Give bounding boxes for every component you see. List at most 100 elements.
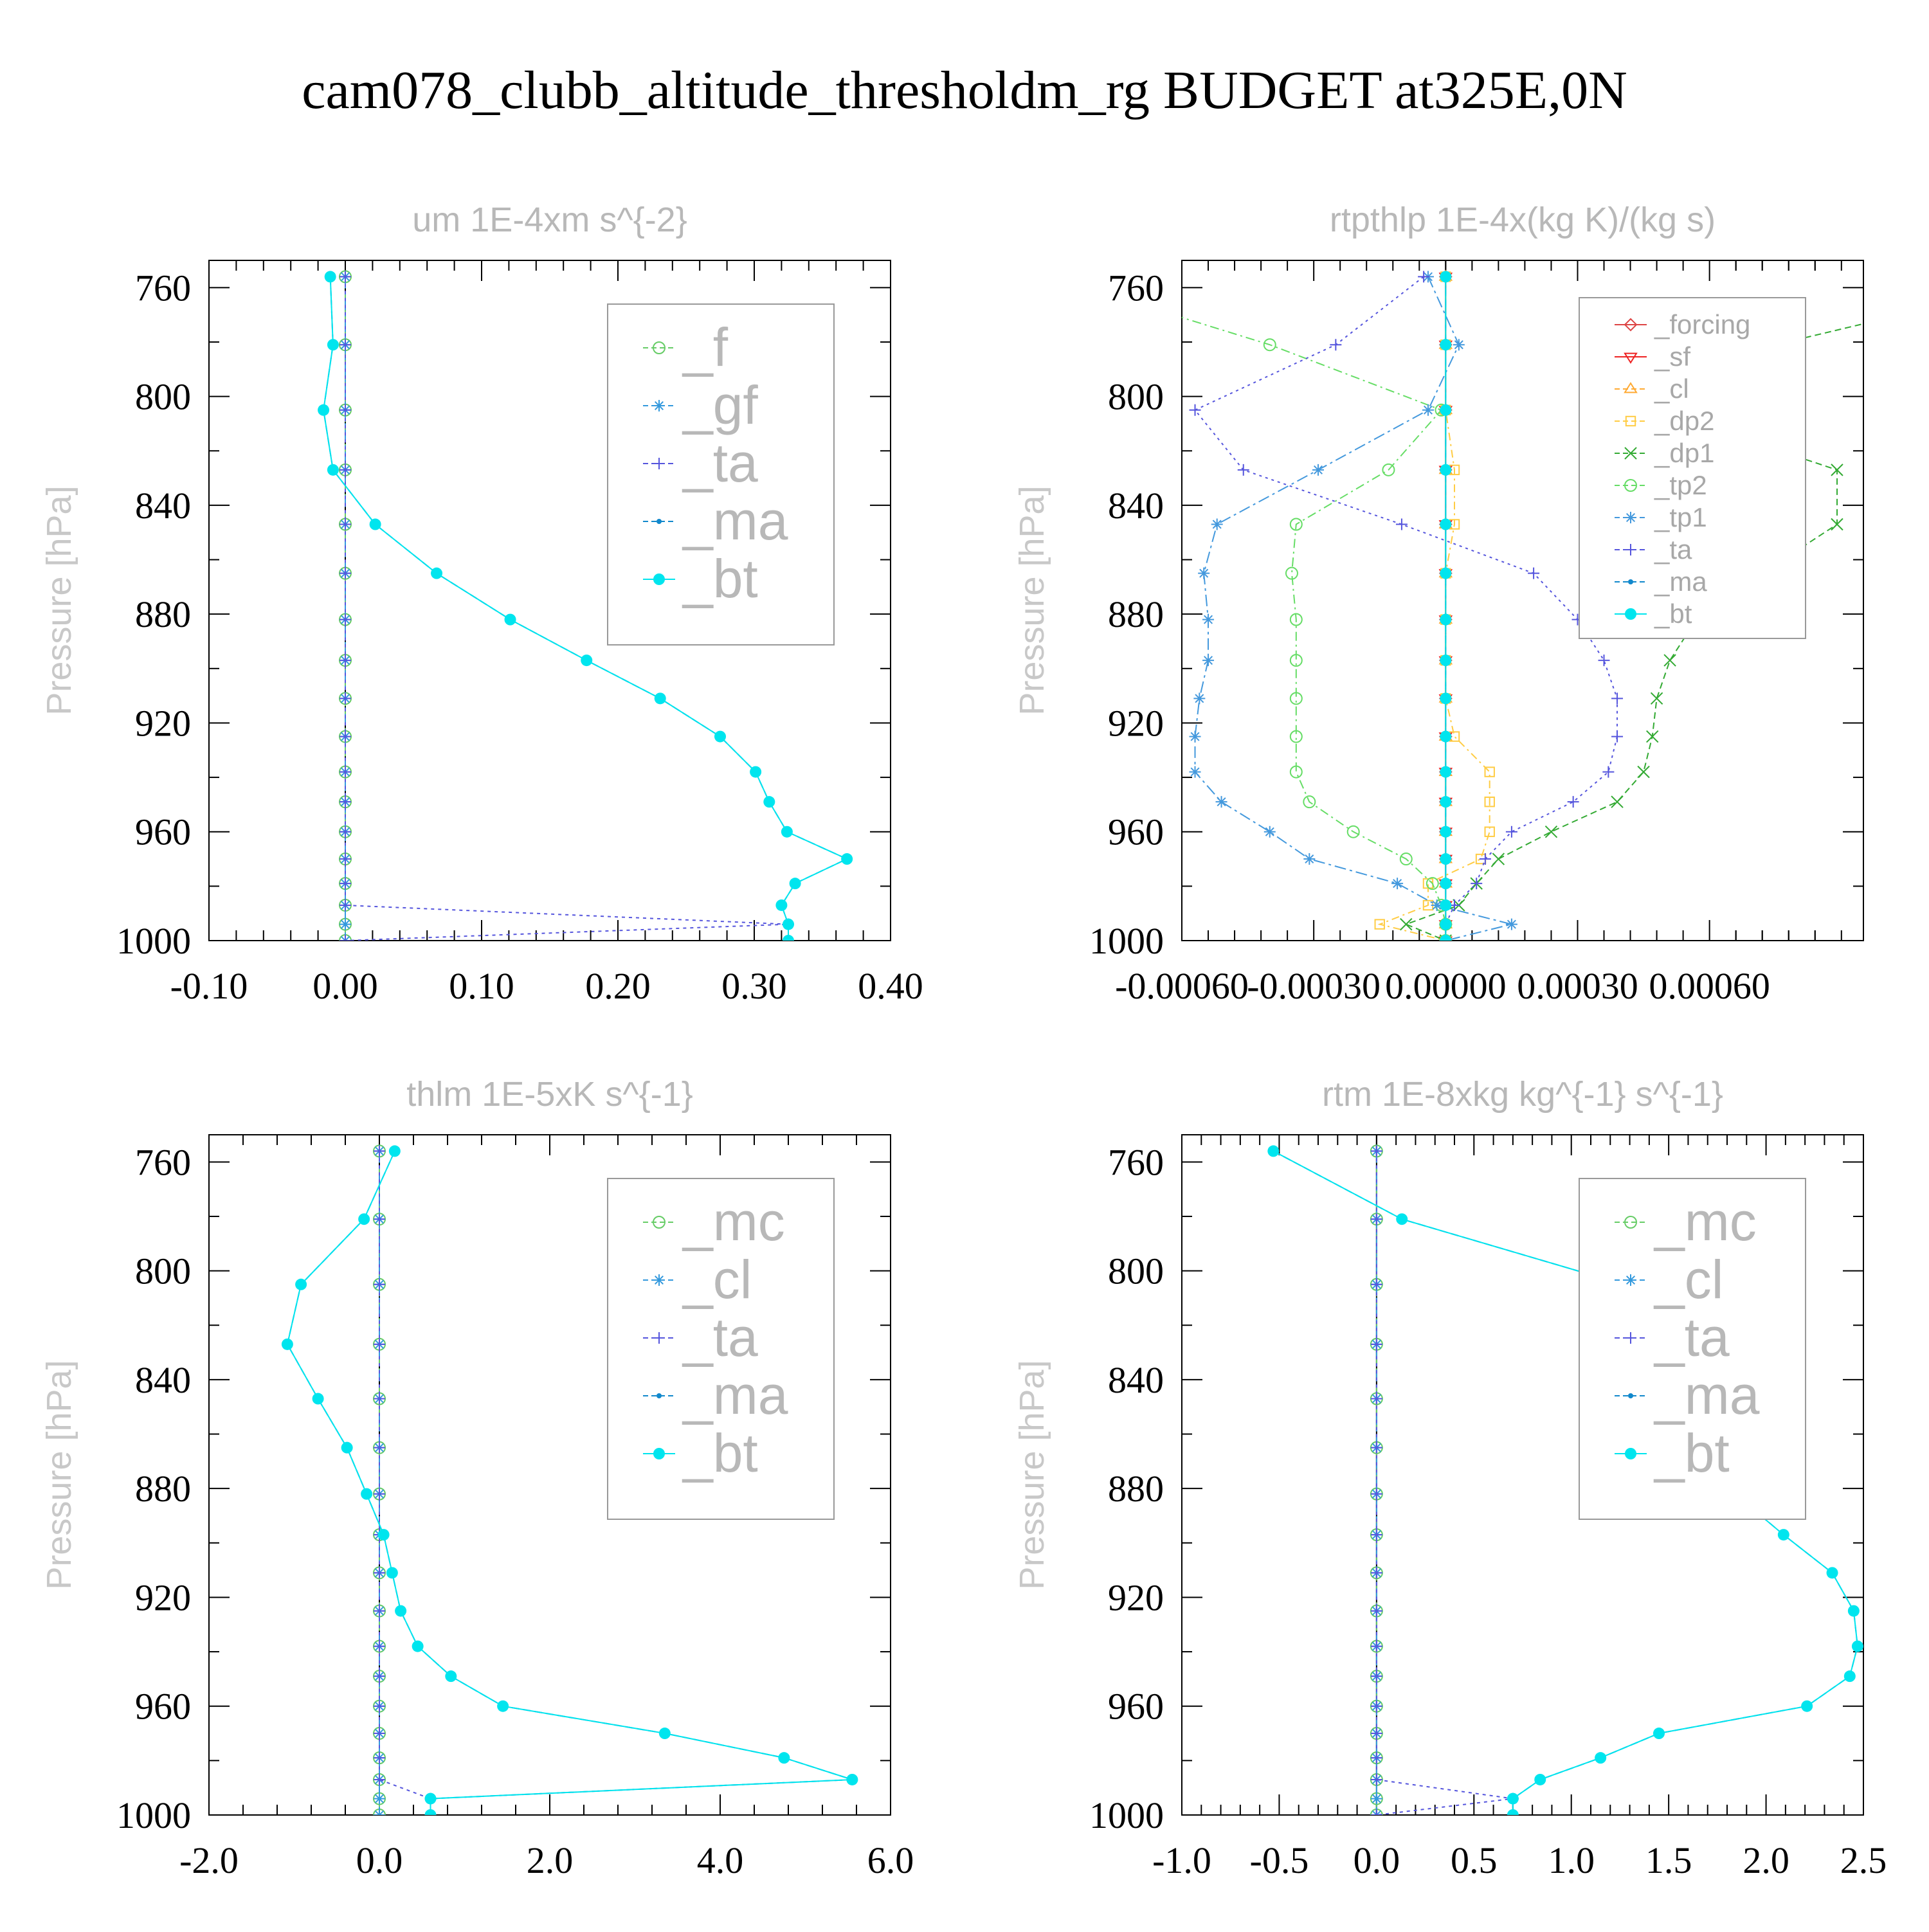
legend-label: _forcing bbox=[1654, 309, 1750, 339]
legend-item: _gf bbox=[643, 375, 758, 435]
legend-marker bbox=[653, 1274, 665, 1286]
legend-item: _bt bbox=[643, 548, 758, 609]
data-point bbox=[358, 1213, 370, 1225]
data-point bbox=[1567, 796, 1579, 808]
data-point bbox=[1777, 1529, 1789, 1541]
data-point bbox=[1346, 825, 1360, 838]
data-point bbox=[1847, 1605, 1860, 1617]
x-tick-label: 0.5 bbox=[1451, 1839, 1498, 1881]
legend-marker bbox=[1625, 1274, 1636, 1286]
data-point bbox=[1422, 404, 1434, 416]
data-point bbox=[1370, 1792, 1382, 1805]
data-point bbox=[1507, 1809, 1519, 1815]
data-point bbox=[1370, 1213, 1382, 1225]
panel-4: rtm 1E-8xkg kg^{-1} s^{-1} Pressure [hPa]… bbox=[1013, 1075, 1887, 1881]
data-point bbox=[1370, 1700, 1382, 1712]
data-point bbox=[1426, 877, 1439, 890]
panel-3: thlm 1E-5xK s^{-1} Pressure [hPa] 760 800 84… bbox=[40, 1075, 914, 1881]
data-point bbox=[1370, 1278, 1382, 1290]
data-point bbox=[361, 1488, 373, 1500]
data-point bbox=[783, 935, 794, 941]
y-tick-label: 760 bbox=[1108, 267, 1164, 309]
legend-marker bbox=[1625, 512, 1636, 523]
data-point bbox=[1440, 899, 1452, 911]
x-tick-label: 0.0 bbox=[1354, 1839, 1400, 1881]
data-point bbox=[1492, 853, 1505, 865]
data-point bbox=[1440, 567, 1452, 579]
data-point bbox=[395, 1605, 407, 1617]
legend-label: _dp2 bbox=[1654, 406, 1714, 436]
data-point bbox=[340, 730, 351, 743]
data-point bbox=[1598, 655, 1610, 667]
data-point bbox=[1851, 1640, 1863, 1652]
data-point bbox=[1440, 692, 1452, 705]
data-point bbox=[1263, 338, 1276, 352]
data-point bbox=[1370, 1605, 1382, 1617]
x-tick-label: -1.0 bbox=[1152, 1839, 1211, 1881]
data-point bbox=[1528, 567, 1540, 579]
y-tick-label: 840 bbox=[135, 485, 191, 527]
data-point bbox=[1637, 765, 1650, 779]
series-line bbox=[286, 1150, 853, 1815]
data-point bbox=[1484, 766, 1495, 777]
data-point bbox=[1289, 692, 1303, 705]
x-tick-label: 0.40 bbox=[858, 965, 923, 1007]
y-tick-label: 760 bbox=[135, 1141, 191, 1183]
legend-label: _dp1 bbox=[1654, 438, 1714, 468]
series-line bbox=[1182, 316, 1447, 941]
data-point bbox=[504, 613, 516, 626]
data-point bbox=[1801, 1700, 1813, 1712]
data-point bbox=[374, 1605, 385, 1617]
y-tick-label: 960 bbox=[135, 1686, 191, 1728]
data-point bbox=[295, 1278, 307, 1290]
data-point bbox=[340, 518, 351, 530]
legend: _f_gf_ta_ma_bt bbox=[607, 303, 835, 646]
data-point bbox=[1431, 899, 1443, 911]
data-point bbox=[340, 404, 351, 416]
x-tick-label: -2.0 bbox=[179, 1839, 239, 1881]
legend-label: _ta bbox=[1653, 1307, 1730, 1368]
legend-label: _ma bbox=[1654, 566, 1707, 597]
legend-label: _f bbox=[682, 317, 729, 377]
y-tick-label: 920 bbox=[135, 702, 191, 744]
data-point bbox=[1534, 1773, 1546, 1785]
x-tick-label: -0.00060 bbox=[1115, 965, 1249, 1007]
data-point bbox=[1505, 918, 1517, 930]
data-point bbox=[1391, 878, 1404, 890]
data-point bbox=[783, 918, 794, 930]
legend-label: _mc bbox=[1653, 1191, 1757, 1252]
y-axis-label: Pressure [hPa] bbox=[1013, 1360, 1051, 1589]
data-point bbox=[1370, 1441, 1382, 1454]
data-point bbox=[1595, 1752, 1607, 1764]
legend-item: _ta bbox=[1615, 534, 1692, 564]
data-point bbox=[1211, 518, 1223, 530]
x-tick-label: 2.5 bbox=[1840, 1839, 1887, 1881]
data-point bbox=[750, 766, 762, 778]
panel-2: rtpthlp 1E-4x(kg K)/(kg s) Pressure [hPa]… bbox=[1013, 201, 1864, 1007]
data-point bbox=[1418, 271, 1430, 283]
data-point bbox=[312, 1393, 324, 1405]
legend-marker bbox=[1624, 479, 1637, 492]
legend-item: _ma bbox=[1615, 1365, 1760, 1425]
legend-label: _ta bbox=[682, 433, 758, 493]
panel-title: rtpthlp 1E-4x(kg K)/(kg s) bbox=[1330, 201, 1716, 239]
legend-item: _mc bbox=[1615, 1191, 1757, 1252]
legend-label: _bt bbox=[682, 548, 758, 609]
data-point bbox=[658, 1728, 671, 1740]
y-tick-label: 800 bbox=[135, 1250, 191, 1292]
legend-item: _ma bbox=[643, 491, 788, 551]
y-axis-label: Pressure [hPa] bbox=[1013, 485, 1051, 715]
data-point bbox=[1370, 1338, 1382, 1350]
data-point bbox=[340, 766, 351, 778]
data-point bbox=[340, 826, 351, 838]
data-point bbox=[1484, 796, 1495, 808]
data-point bbox=[1440, 339, 1452, 351]
series-dp2 bbox=[1374, 271, 1495, 941]
legend-item: _ma bbox=[1615, 566, 1707, 597]
legend-marker bbox=[1624, 352, 1638, 364]
data-point bbox=[763, 796, 775, 808]
data-point bbox=[324, 271, 336, 283]
data-point bbox=[340, 339, 351, 351]
data-point bbox=[1843, 1670, 1856, 1683]
